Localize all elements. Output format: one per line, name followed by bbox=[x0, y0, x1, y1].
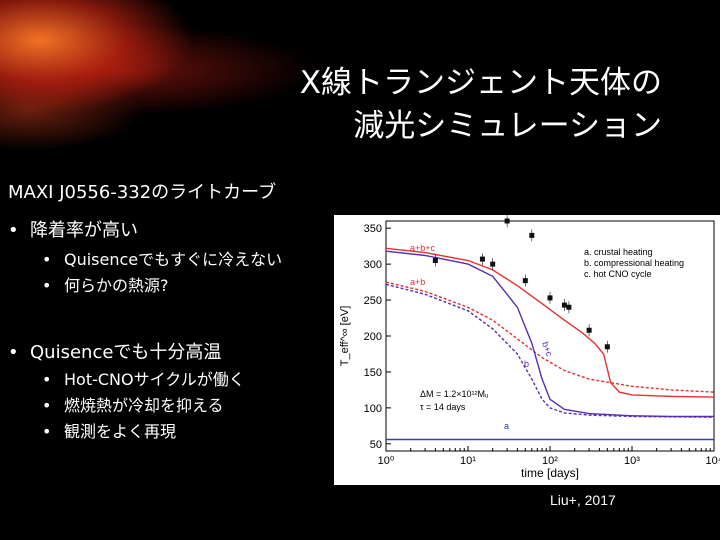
legend-entry-c: c. hot CNO cycle bbox=[584, 269, 652, 279]
bullet-2: • Quisenceでも十分高温 bbox=[8, 338, 221, 364]
slide-subtitle: MAXI J0556-332のライトカーブ bbox=[8, 182, 277, 203]
bullet-2-text: Quisenceでも十分高温 bbox=[30, 342, 222, 363]
series-line-b bbox=[385, 283, 715, 418]
bullet-mark: • bbox=[8, 220, 19, 241]
light-curve-chart: 50 100 150 200 250 300 350 10⁰ 10¹ 10² 10³ 10⁴ T_e… bbox=[334, 215, 720, 485]
y-tick-label: 150 bbox=[364, 367, 382, 379]
curve-label-bc: b+c bbox=[540, 340, 555, 358]
observation-markers bbox=[432, 215, 610, 353]
citation-credit: Liu+, 2017 bbox=[550, 492, 616, 508]
y-tick-label: 50 bbox=[370, 439, 382, 451]
y-ticks: 50 100 150 200 250 300 350 bbox=[364, 223, 391, 451]
bullet-mark: • bbox=[8, 342, 19, 363]
bullet-1-sub-1-text: Quisenceでもすぐに冷えない bbox=[64, 250, 283, 269]
title-line-1: X線トランジェント天体の bbox=[299, 65, 662, 101]
x-axis-label: time [days] bbox=[521, 466, 579, 480]
bullet-mark: • bbox=[42, 396, 52, 415]
x-tick-label: 10² bbox=[542, 455, 558, 467]
x-tick-label: 10⁴ bbox=[706, 455, 720, 467]
annotation-tau: τ = 14 days bbox=[420, 402, 466, 412]
y-axis-label: T_eff^∞ [eV] bbox=[339, 306, 351, 367]
bullet-mark: • bbox=[42, 422, 52, 441]
chart-svg: 50 100 150 200 250 300 350 10⁰ 10¹ 10² 10³ 10⁴ T_e… bbox=[339, 215, 720, 480]
title-line-2: 減光シミュレーション bbox=[353, 108, 662, 144]
bullet-2-sub-2-text: 燃焼熱が冷却を抑える bbox=[64, 396, 224, 415]
legend-entry-b: b. compressional heating bbox=[584, 258, 684, 268]
bullet-1-sub-1: • Quisenceでもすぐに冷えない bbox=[42, 246, 282, 270]
x-ticks: 10⁰ 10¹ 10² 10³ 10⁴ bbox=[378, 446, 720, 467]
bullet-2-sub-1-text: Hot-CNOサイクルが働く bbox=[64, 370, 245, 389]
y-tick-label: 300 bbox=[364, 259, 382, 271]
x-tick-label: 10⁰ bbox=[378, 455, 395, 467]
bullet-1-text: 降着率が高い bbox=[30, 220, 138, 241]
curve-label-abc: a+b+c bbox=[410, 243, 436, 253]
bullet-mark: • bbox=[42, 370, 52, 389]
curve-label-ab: a+b bbox=[410, 277, 425, 287]
bullet-mark: • bbox=[42, 250, 52, 269]
series-line-bc bbox=[385, 250, 714, 418]
bullet-1-sub-2: • 何らかの熱源? bbox=[42, 272, 169, 296]
bullet-2-sub-1: • Hot-CNOサイクルが働く bbox=[42, 366, 245, 390]
curve-label-b: b bbox=[524, 359, 529, 369]
bullet-1-sub-2-text: 何らかの熱源? bbox=[64, 276, 169, 295]
y-tick-label: 250 bbox=[364, 295, 382, 307]
slide-title: X線トランジェント天体の 減光シミュレーション bbox=[300, 62, 662, 148]
y-tick-label: 350 bbox=[364, 223, 382, 235]
bullet-2-sub-3: • 観測をよく再現 bbox=[42, 418, 176, 442]
curve-label-a: a bbox=[504, 421, 509, 431]
series-line-abc bbox=[385, 247, 715, 398]
bullet-mark: • bbox=[42, 276, 52, 295]
y-tick-label: 200 bbox=[364, 331, 382, 343]
bullet-2-sub-3-text: 観測をよく再現 bbox=[64, 422, 177, 441]
legend-entry-a: a. crustal heating bbox=[584, 247, 653, 257]
series-line-ab bbox=[385, 281, 715, 393]
annotation-delta-m: ΔM = 1.2×10¹²Mᵤ bbox=[420, 389, 489, 399]
bullet-2-sub-2: • 燃焼熱が冷却を抑える bbox=[42, 392, 224, 416]
x-tick-label: 10³ bbox=[624, 455, 640, 467]
x-tick-label: 10¹ bbox=[460, 455, 476, 467]
y-tick-label: 100 bbox=[364, 403, 382, 415]
bullet-1: • 降着率が高い bbox=[8, 216, 138, 242]
series-lines bbox=[385, 247, 715, 441]
